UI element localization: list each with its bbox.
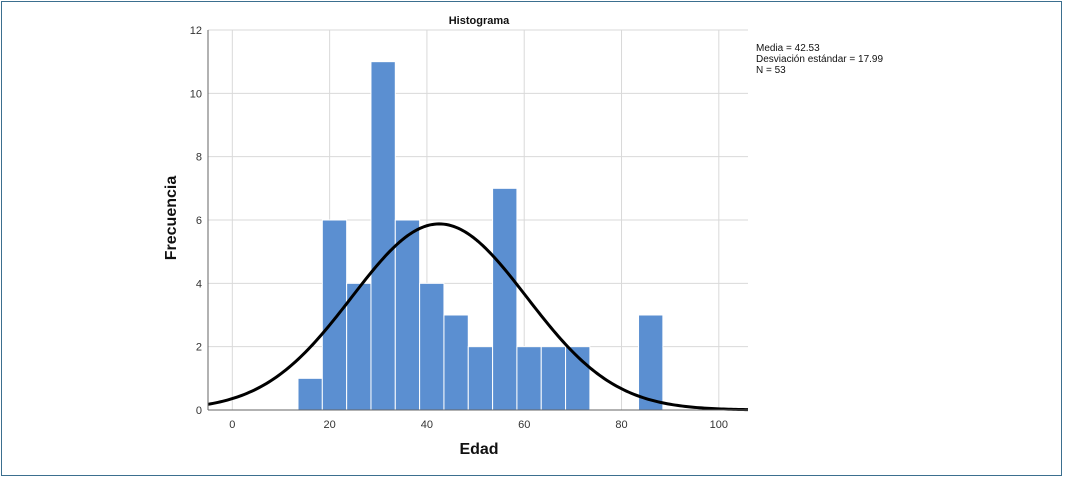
x-tick-label: 40: [421, 419, 433, 431]
x-axis-title: Edad: [459, 441, 498, 458]
axes: [207, 30, 748, 411]
x-tick-labels: 0 20 40 60 80 100: [229, 419, 728, 431]
histogram-bar: [638, 314, 664, 411]
stats-n: N = 53: [756, 65, 786, 76]
y-tick-label: 2: [196, 342, 202, 354]
y-tick-label: 0: [196, 405, 202, 417]
y-axis-title: Frecuencia: [163, 176, 180, 261]
x-tick-label: 100: [710, 419, 728, 431]
histogram-bar: [516, 346, 542, 411]
normal-curve: [207, 222, 749, 412]
y-tick-label: 4: [196, 278, 202, 290]
x-tick-label: 80: [615, 419, 627, 431]
y-tick-label: 12: [190, 25, 202, 37]
histogram-bars: [297, 61, 664, 411]
y-tick-label: 10: [190, 88, 202, 100]
histogram-bar: [540, 346, 567, 411]
stats-std-dev: Desviación estándar = 17.99: [756, 54, 883, 65]
histogram-bar: [321, 219, 348, 411]
chart-title: Histograma: [449, 15, 510, 27]
histogram-bar: [370, 61, 396, 411]
x-tick-label: 20: [323, 419, 335, 431]
y-tick-labels: 0 2 4 6 8 10 12: [190, 25, 202, 417]
histogram-bar: [394, 219, 421, 411]
histogram-bar: [297, 377, 323, 411]
stats-mean: Media = 42.53: [756, 43, 820, 54]
normal-curve-layer: [207, 222, 749, 412]
histogram-bar: [346, 282, 372, 411]
x-tick-label: 0: [229, 419, 235, 431]
histogram-bar: [419, 282, 445, 411]
y-tick-label: 6: [196, 215, 202, 227]
x-tick-label: 60: [518, 419, 530, 431]
y-tick-label: 8: [196, 152, 202, 164]
histogram-bar: [467, 346, 494, 411]
histogram-bar: [443, 314, 469, 411]
histogram-bar: [492, 187, 518, 411]
